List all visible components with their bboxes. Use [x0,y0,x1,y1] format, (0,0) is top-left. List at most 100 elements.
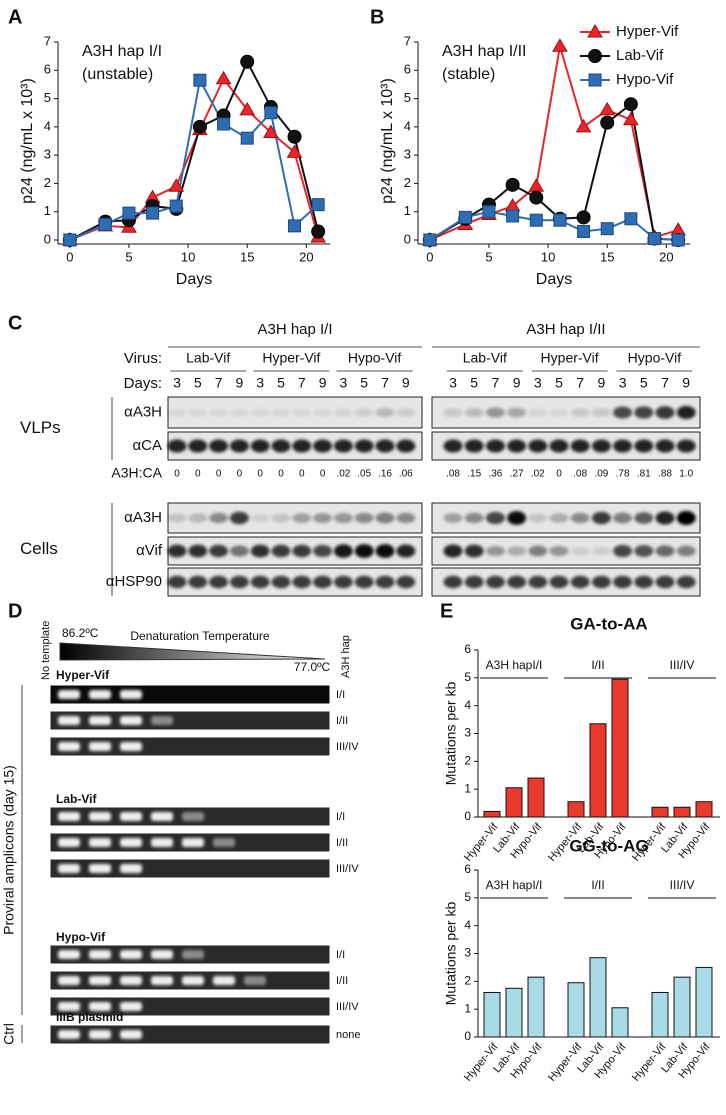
band [313,544,333,558]
band [613,575,633,589]
y-tick-label: 4 [464,698,471,712]
band [528,408,548,417]
ratio-value: .09 [594,469,608,480]
band [464,407,484,418]
band [354,544,374,558]
x-tick-label: 5 [125,249,132,264]
chart-title: GG-to-AG [569,836,648,855]
gel-row-label: III/IV [336,863,359,875]
day-label: 3 [619,375,627,391]
band [528,575,548,589]
gel-block-label: Hypo-Vif [56,930,106,944]
ratio-value: .06 [399,469,413,480]
ratio-value: 0 [257,469,263,480]
band [507,511,527,525]
marker [553,213,567,227]
day-label: 9 [319,375,327,391]
gel-block-label: Lab-Vif [56,792,97,806]
band [396,512,416,524]
marker [240,131,254,145]
gel-lane-strip [49,996,331,1017]
band [188,439,208,453]
day-label: 9 [402,375,410,391]
band [333,408,353,417]
band [549,408,569,417]
day-label: 7 [576,375,584,391]
band [613,406,633,419]
band [485,545,505,557]
marker [575,118,592,133]
band [354,439,374,453]
marker [286,144,303,158]
y-tick-label: 0 [464,1029,471,1043]
annotation: A3H hap I/I [82,43,162,60]
temperature-wedge [59,642,326,661]
band [292,544,312,558]
y-tick-label: 5 [404,90,411,105]
gel-band [58,1002,80,1011]
temp-axis: Denaturation Temperature [130,629,270,643]
marker [552,38,568,52]
band [591,408,611,417]
gel-band [120,1030,142,1039]
ratio-value: 0 [174,469,180,480]
day-label: 5 [360,375,368,391]
band [188,408,208,417]
band [507,546,527,556]
band [313,439,333,453]
gel-band [151,716,173,725]
band [591,511,611,525]
y-tick-label: 3 [464,946,471,960]
gel-band [89,1002,111,1011]
x-tick-label: 0 [66,249,73,264]
bar [505,987,523,1038]
band [528,513,548,523]
y-tick-label: 1 [44,203,51,218]
y-tick-label: 7 [404,33,411,48]
ratio-value: .16 [378,469,392,480]
band [229,439,249,453]
ratio-value: 0 [299,469,305,480]
band [591,546,611,556]
band [464,544,484,558]
x-tick-label: 5 [485,249,492,264]
day-label: 9 [236,375,244,391]
marker [168,178,185,192]
band [676,439,696,453]
band [464,575,484,589]
band [655,575,675,589]
marker [623,97,638,112]
day-label: 7 [661,375,669,391]
gel-block-label: Hyper-Vif [56,668,110,682]
y-tick-label: 4 [404,118,411,133]
day-label: 9 [682,375,690,391]
ratio-value: 0 [216,469,222,480]
band [250,439,270,453]
y-tick-label: 3 [464,726,471,740]
marker [624,212,638,226]
annotation: (stable) [442,66,495,83]
y-tick-label: 4 [464,918,471,932]
y-axis-label: Mutations per kb [443,682,459,786]
y-tick-label: 6 [404,62,411,77]
ratio-value: .02 [336,469,350,480]
gel-band [120,690,142,699]
gel-band [120,812,142,821]
gel-band [58,716,80,725]
day-label: 3 [534,375,542,391]
band [570,439,590,453]
gel-lane-strip [49,1024,331,1045]
gel-band [182,976,204,985]
ratio-value: .27 [510,469,524,480]
gel-band [120,742,142,751]
band [507,575,527,589]
band [464,439,484,453]
gel-band [58,1030,80,1039]
gel-row-label: I/II [336,715,348,727]
band [313,408,333,417]
band [634,545,654,557]
legend-label: Lab-Vif [616,47,664,64]
gel-band [89,812,111,821]
chart-title: GA-to-AA [570,614,647,633]
